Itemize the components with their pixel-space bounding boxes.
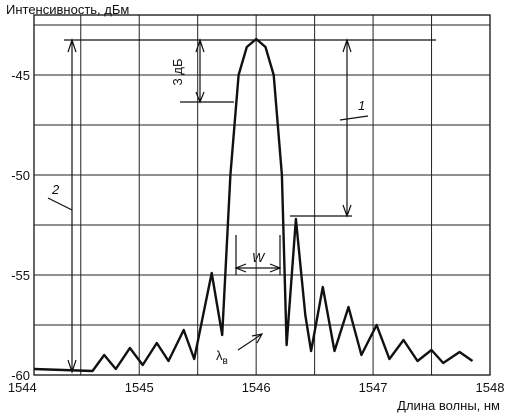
- x-tick-label: 1547: [359, 380, 388, 395]
- plot: -60 -55 -50 -45 1544 1545 1546 1547 1548: [8, 14, 505, 395]
- x-tick-label: 1548: [476, 380, 505, 395]
- y-axis-title: Интенсивность, дБм: [6, 2, 129, 17]
- arrowheads: [67, 38, 77, 374]
- spectrum-line: [33, 37, 474, 373]
- lambda: λ: [216, 348, 223, 363]
- leader-lambda: [237, 333, 264, 351]
- leader-2: [47, 197, 73, 211]
- x-tick-label: 1544: [8, 380, 37, 395]
- label-w: W: [252, 250, 266, 265]
- arrowheads: [234, 235, 282, 275]
- y-tick-label: -45: [11, 68, 30, 83]
- x-tick-label: 1546: [242, 380, 271, 395]
- label-lambda: λв: [216, 348, 228, 367]
- label-3db: 3 дБ: [170, 59, 185, 86]
- y-tick-label: -50: [11, 168, 30, 183]
- plot-frame: [33, 14, 491, 376]
- y-tick-label: -60: [11, 368, 30, 383]
- leader-1: [339, 115, 369, 121]
- annotations: 2 3 дБ 1 W λв: [47, 38, 436, 374]
- lambda-sub: в: [223, 356, 228, 367]
- y-tick-label: -55: [11, 268, 30, 283]
- x-axis-title: Длина волны, нм: [397, 398, 500, 413]
- label-1: 1: [358, 98, 365, 113]
- label-2: 2: [51, 182, 60, 197]
- x-tick-label: 1545: [125, 380, 154, 395]
